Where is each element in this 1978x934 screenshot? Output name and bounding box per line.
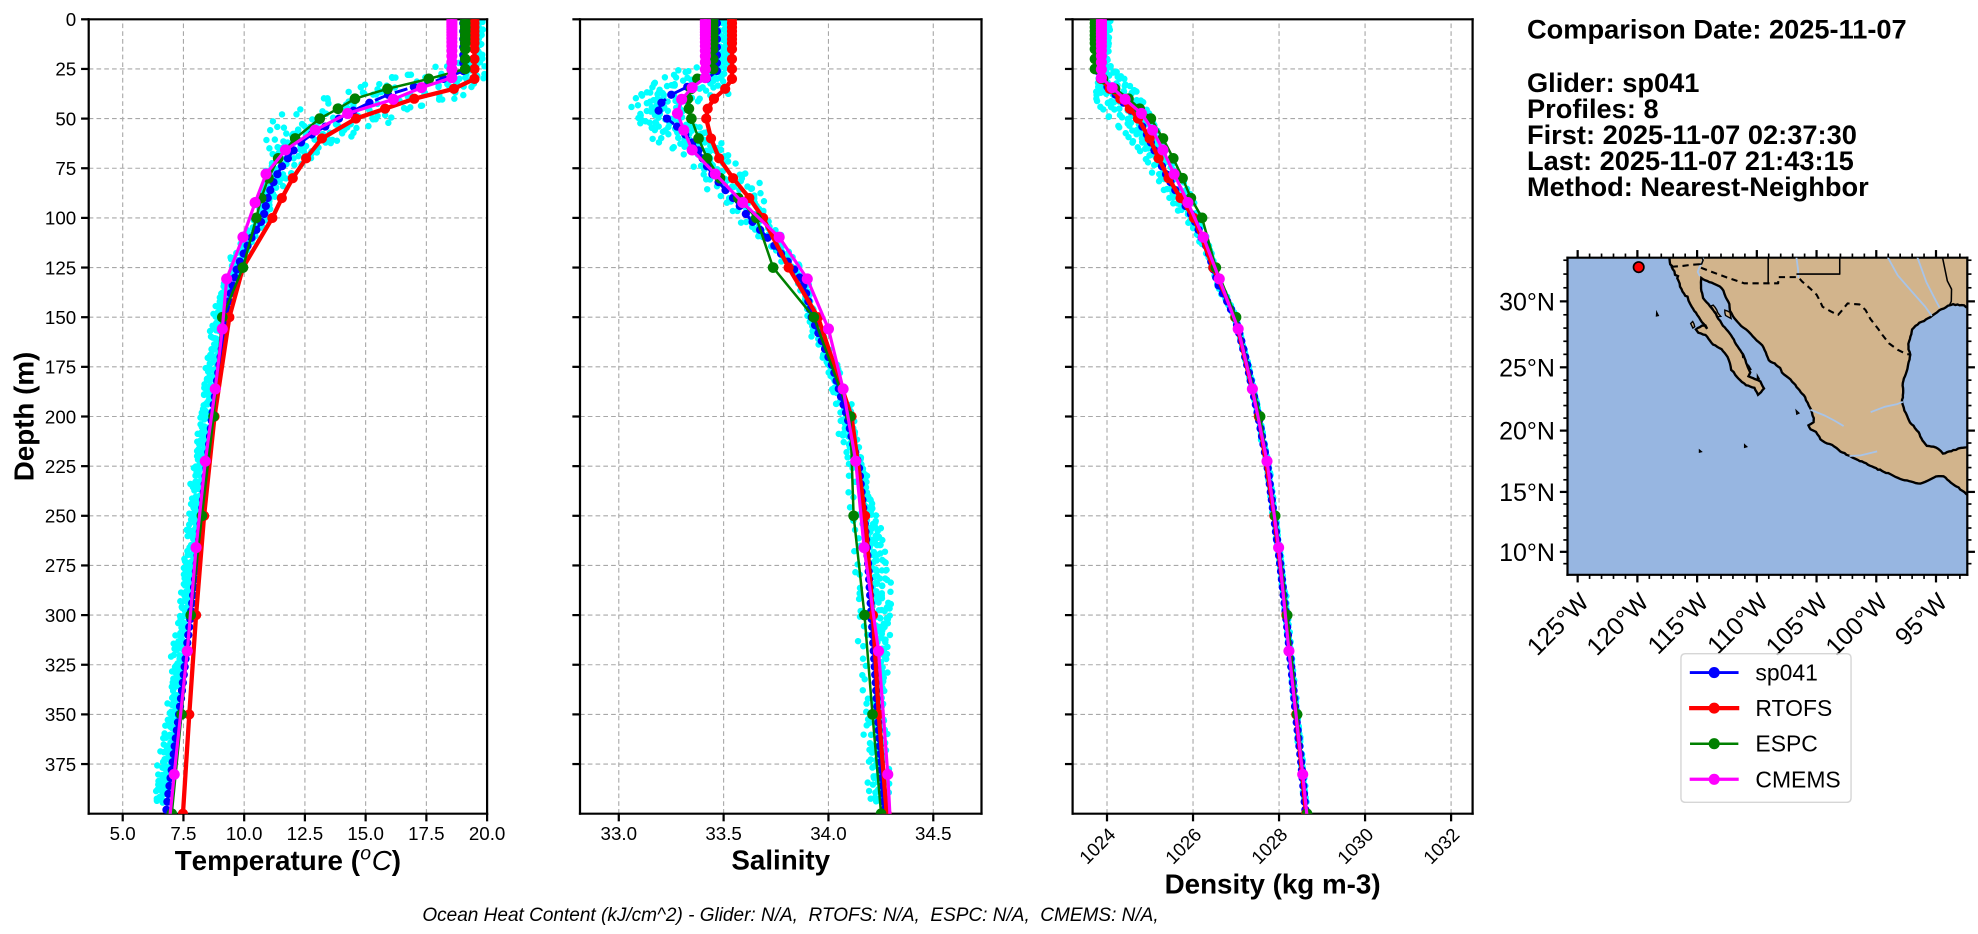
svg-text:125: 125 bbox=[45, 257, 76, 278]
svg-text:Profiles: 8: Profiles: 8 bbox=[1527, 93, 1659, 124]
svg-text:Salinity: Salinity bbox=[731, 844, 830, 875]
svg-text:17.5: 17.5 bbox=[408, 823, 444, 844]
svg-text:33.0: 33.0 bbox=[601, 823, 638, 844]
svg-text:325: 325 bbox=[45, 655, 76, 676]
svg-text:25°N: 25°N bbox=[1499, 354, 1555, 382]
svg-text:Method: Nearest-Neighbor: Method: Nearest-Neighbor bbox=[1527, 171, 1869, 202]
svg-text:Density (kg m-3): Density (kg m-3) bbox=[1165, 869, 1381, 900]
svg-text:275: 275 bbox=[45, 555, 76, 576]
svg-text:75: 75 bbox=[55, 158, 76, 179]
svg-text:300: 300 bbox=[45, 605, 76, 626]
svg-text:200: 200 bbox=[45, 406, 76, 427]
svg-text:First: 2025-11-07 02:37:30: First: 2025-11-07 02:37:30 bbox=[1527, 119, 1857, 150]
svg-text:30°N: 30°N bbox=[1499, 288, 1555, 316]
svg-text:Glider: sp041: Glider: sp041 bbox=[1527, 67, 1699, 98]
svg-text:375: 375 bbox=[45, 754, 76, 775]
svg-text:225: 225 bbox=[45, 456, 76, 477]
svg-text:ESPC: ESPC bbox=[1755, 731, 1817, 757]
svg-text:34.0: 34.0 bbox=[810, 823, 847, 844]
svg-text:T e m p: T e m p e r a t u r e ( ) o C bbox=[175, 840, 408, 876]
svg-text:sp041: sp041 bbox=[1755, 660, 1817, 686]
svg-text:20.0: 20.0 bbox=[469, 823, 506, 844]
svg-text:5.0: 5.0 bbox=[110, 823, 136, 844]
svg-text:RTOFS: RTOFS bbox=[1755, 695, 1832, 721]
svg-text:Last: 2025-11-07 21:43:15: Last: 2025-11-07 21:43:15 bbox=[1527, 145, 1854, 176]
svg-text:150: 150 bbox=[45, 307, 76, 328]
svg-text:250: 250 bbox=[45, 506, 76, 527]
svg-text:10.0: 10.0 bbox=[226, 823, 263, 844]
svg-text:Comparison Date: 2025-11-07: Comparison Date: 2025-11-07 bbox=[1527, 14, 1907, 45]
svg-text:Depth (m): Depth (m) bbox=[9, 352, 40, 482]
svg-text:50: 50 bbox=[55, 108, 76, 129]
svg-text:25: 25 bbox=[55, 59, 76, 80]
svg-text:15°N: 15°N bbox=[1499, 479, 1555, 507]
svg-text:34.5: 34.5 bbox=[915, 823, 952, 844]
svg-text:CMEMS: CMEMS bbox=[1755, 766, 1840, 792]
svg-text:20°N: 20°N bbox=[1499, 418, 1555, 446]
svg-text:350: 350 bbox=[45, 704, 76, 725]
svg-text:15.0: 15.0 bbox=[347, 823, 384, 844]
svg-text:10°N: 10°N bbox=[1499, 539, 1555, 567]
svg-text:33.5: 33.5 bbox=[705, 823, 742, 844]
svg-text:Ocean Heat Content (kJ/cm^2) -: Ocean Heat Content (kJ/cm^2) - Glider: N… bbox=[422, 905, 1158, 926]
svg-text:12.5: 12.5 bbox=[287, 823, 324, 844]
svg-text:0: 0 bbox=[66, 9, 76, 30]
svg-text:100: 100 bbox=[45, 208, 76, 229]
svg-text:7.5: 7.5 bbox=[170, 823, 196, 844]
svg-text:175: 175 bbox=[45, 357, 76, 378]
